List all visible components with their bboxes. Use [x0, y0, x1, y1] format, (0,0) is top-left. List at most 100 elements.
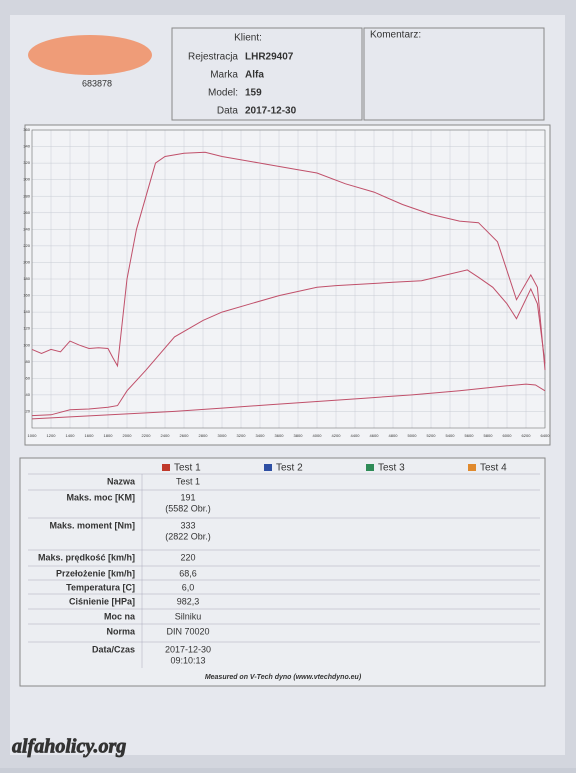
x-tick-label: 3800 [294, 433, 304, 438]
y-tick-label: 140 [23, 309, 30, 314]
x-tick-label: 2600 [180, 433, 190, 438]
x-tick-label: 1000 [28, 433, 38, 438]
x-tick-label: 3600 [275, 433, 285, 438]
x-tick-label: 5200 [427, 433, 437, 438]
row-value: 220 [180, 552, 195, 562]
y-tick-label: 180 [23, 276, 30, 281]
field-label: Marka [210, 70, 238, 81]
x-tick-label: 2000 [123, 433, 133, 438]
x-tick-label: 2200 [142, 433, 152, 438]
y-tick-label: 160 [23, 293, 30, 298]
row-value: 333 [180, 520, 195, 530]
x-tick-label: 1400 [66, 433, 76, 438]
row-value: (2822 Obr.) [165, 531, 211, 541]
legend-label: Test 1 [174, 463, 201, 474]
y-tick-label: 60 [26, 375, 31, 380]
x-tick-label: 2800 [199, 433, 209, 438]
field-value: 159 [245, 88, 262, 99]
row-label: Przełożenie [km/h] [56, 568, 135, 578]
row-label: Maks. prędkość [km/h] [38, 552, 135, 562]
chart-box [24, 124, 551, 446]
field-label: Model: [208, 88, 238, 99]
y-tick-label: 300 [23, 177, 30, 182]
y-tick-label: 320 [23, 160, 30, 165]
row-label: Temperatura [C] [66, 582, 135, 592]
x-tick-label: 4800 [389, 433, 399, 438]
x-tick-label: 6000 [503, 433, 513, 438]
field-value: LHR29407 [245, 52, 294, 63]
x-tick-label: 5000 [408, 433, 418, 438]
y-tick-label: 260 [23, 210, 30, 215]
legend-swatch [366, 464, 374, 471]
x-tick-label: 6200 [522, 433, 532, 438]
row-value: DIN 70020 [166, 626, 209, 636]
footer: Measured on V-Tech dyno (www.vtechdyno.e… [205, 674, 362, 681]
x-tick-label: 3000 [218, 433, 228, 438]
legend-swatch [264, 464, 272, 471]
client-label: Klient: [234, 33, 262, 44]
y-tick-label: 220 [23, 243, 30, 248]
field-value: 2017-12-30 [245, 106, 297, 117]
x-tick-label: 1600 [85, 433, 95, 438]
y-tick-label: 80 [26, 359, 31, 364]
x-tick-label: 4600 [370, 433, 380, 438]
row-value: 982,3 [177, 596, 200, 606]
row-label: Nazwa [107, 476, 136, 486]
y-tick-label: 20 [26, 409, 31, 414]
field-value: Alfa [245, 70, 264, 81]
x-tick-label: 4200 [332, 433, 342, 438]
x-tick-label: 5800 [484, 433, 494, 438]
y-tick-label: 200 [23, 260, 30, 265]
y-tick-label: 100 [23, 342, 30, 347]
row-label: Norma [106, 626, 136, 636]
x-tick-label: 4400 [351, 433, 361, 438]
row-value: Test 1 [176, 476, 200, 486]
row-label: Ciśnienie [HPa] [69, 596, 135, 606]
x-tick-label: 1200 [47, 433, 57, 438]
legend-label: Test 2 [276, 463, 303, 474]
plot-area [31, 129, 546, 429]
x-tick-label: 4000 [313, 433, 323, 438]
row-value: 2017-12-30 [165, 644, 211, 654]
row-value: 68,6 [179, 568, 197, 578]
y-tick-label: 240 [23, 226, 30, 231]
y-tick-label: 360 [23, 127, 30, 132]
row-value: 09:10:13 [170, 655, 205, 665]
legend-swatch [162, 464, 170, 471]
field-label: Rejestracja [188, 52, 238, 63]
comment-box [363, 27, 545, 121]
row-value: 191 [180, 492, 195, 502]
redaction [28, 35, 152, 75]
legend-swatch [468, 464, 476, 471]
curve [31, 269, 546, 417]
x-tick-label: 5600 [465, 433, 475, 438]
table-box [19, 457, 546, 687]
x-tick-label: 3200 [237, 433, 247, 438]
comment-label: Komentarz: [370, 30, 421, 41]
field-label: Data [217, 106, 239, 117]
client-box [171, 27, 363, 121]
x-tick-label: 3400 [256, 433, 266, 438]
y-tick-label: 40 [26, 392, 31, 397]
curve [31, 383, 546, 420]
row-value: (5582 Obr.) [165, 503, 211, 513]
y-tick-label: 120 [23, 326, 30, 331]
row-label: Moc na [104, 611, 136, 621]
client-number: 683878 [82, 78, 112, 88]
row-label: Maks. moc [KM] [66, 492, 135, 502]
curve [31, 151, 546, 371]
row-label: Maks. moment [Nm] [49, 520, 135, 530]
legend-label: Test 3 [378, 463, 405, 474]
x-tick-label: 1800 [104, 433, 114, 438]
x-tick-label: 5400 [446, 433, 456, 438]
y-tick-label: 280 [23, 193, 30, 198]
row-value: 6,0 [182, 582, 195, 592]
row-value: Silniku [175, 611, 202, 621]
legend-label: Test 4 [480, 463, 507, 474]
y-tick-label: 340 [23, 144, 30, 149]
watermark: alfaholicy.org [12, 736, 126, 758]
x-tick-label: 6400 [541, 433, 551, 438]
row-label: Data/Czas [92, 644, 135, 654]
x-tick-label: 2400 [161, 433, 171, 438]
